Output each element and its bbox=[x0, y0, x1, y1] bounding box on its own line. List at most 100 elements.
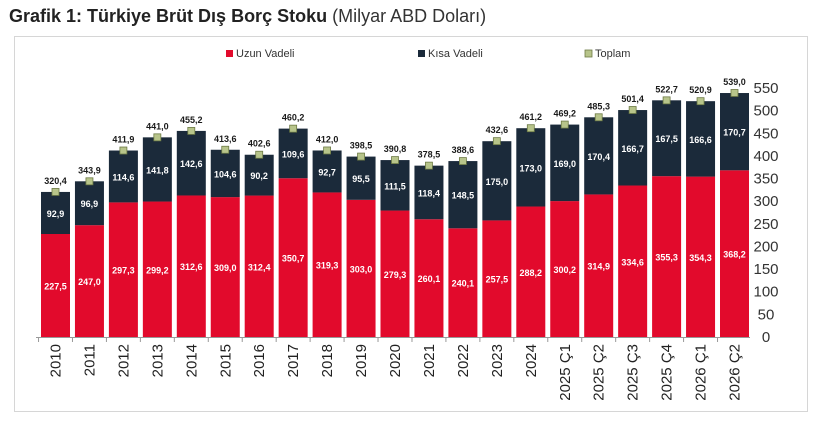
label-long-2026-c1: 354,3 bbox=[689, 253, 712, 263]
legend-label-total: Toplam bbox=[595, 48, 630, 60]
x-tick-label-2025-c3: 2025 Ç3 bbox=[625, 344, 642, 401]
label-total-2020: 390,8 bbox=[384, 144, 407, 154]
x-tick-label-2023: 2023 bbox=[489, 344, 506, 377]
marker-total-2017 bbox=[289, 124, 298, 133]
y-tick-label-350: 350 bbox=[753, 171, 778, 188]
marker-total-2022 bbox=[458, 157, 467, 165]
marker-total-2018 bbox=[323, 146, 332, 155]
label-short-2017: 109,6 bbox=[282, 149, 305, 159]
x-tick-label-2019: 2019 bbox=[353, 344, 370, 377]
marker-total-2024 bbox=[526, 124, 535, 133]
bar-short-2018 bbox=[312, 150, 342, 193]
label-long-2015: 309,0 bbox=[214, 263, 237, 273]
label-short-2022: 148,5 bbox=[452, 191, 475, 201]
label-long-2013: 299,2 bbox=[146, 265, 169, 275]
y-tick-label-550: 550 bbox=[753, 80, 778, 97]
bar-short-2016 bbox=[244, 154, 274, 196]
x-tick-label-2026-c2: 2026 Ç2 bbox=[727, 344, 744, 401]
x-tick-label-2021: 2021 bbox=[421, 344, 438, 377]
marker-total-2019 bbox=[357, 152, 365, 161]
y-tick-label-200: 200 bbox=[753, 238, 778, 255]
bar-short-2025-c3 bbox=[618, 110, 648, 186]
bar-long-2025-c2 bbox=[584, 194, 614, 337]
bar-long-2020 bbox=[380, 210, 410, 337]
label-total-2013: 441,0 bbox=[146, 121, 169, 131]
bar-long-2011 bbox=[74, 225, 104, 337]
label-total-2015: 413,6 bbox=[214, 134, 237, 144]
x-tick-label-2015: 2015 bbox=[217, 344, 234, 377]
bar-short-2012 bbox=[108, 150, 138, 203]
x-tick-label-2012: 2012 bbox=[115, 344, 132, 377]
y-tick-label-0: 0 bbox=[762, 329, 770, 346]
label-total-2014: 455,2 bbox=[180, 115, 203, 125]
bar-short-2023 bbox=[482, 141, 512, 221]
marker-total-2025-c1 bbox=[560, 120, 569, 129]
x-tick-label-2025-c1: 2025 Ç1 bbox=[557, 344, 574, 401]
label-short-2020: 111,5 bbox=[384, 181, 406, 191]
bar-short-2025-c4 bbox=[652, 100, 682, 177]
bar-short-2021 bbox=[414, 165, 444, 220]
label-long-2018: 319,3 bbox=[316, 261, 339, 271]
label-total-2025-c3: 501,4 bbox=[621, 94, 644, 104]
label-total-2025-c4: 522,7 bbox=[655, 84, 678, 94]
label-short-2014: 142,6 bbox=[180, 159, 203, 169]
marker-total-2016 bbox=[255, 150, 264, 159]
marker-total-2026-c1 bbox=[696, 97, 705, 106]
bar-long-2023 bbox=[482, 220, 512, 337]
label-long-2025-c4: 355,3 bbox=[655, 253, 678, 263]
label-short-2015: 104,6 bbox=[214, 169, 237, 179]
x-tick-label-2026-c1: 2026 Ç1 bbox=[693, 344, 710, 401]
bar-short-2025-c1 bbox=[550, 124, 580, 202]
bar-long-2025-c1 bbox=[550, 201, 580, 337]
bars-layer: 227,5 92,9 320,4 247,0 96,9 343,9 297,3 114,6 41… bbox=[41, 77, 749, 337]
label-short-2018: 92,7 bbox=[318, 167, 336, 177]
bar-short-2025-c2 bbox=[584, 117, 614, 195]
label-short-2025-c2: 170,4 bbox=[587, 152, 610, 162]
bar-short-2026-c2 bbox=[720, 93, 749, 171]
chart-title: Grafik 1: Türkiye Brüt Dış Borç Stoku (M… bbox=[9, 6, 486, 27]
bar-long-2026-c1 bbox=[686, 176, 716, 337]
bar-long-2017 bbox=[278, 178, 308, 337]
x-tick-label-2017: 2017 bbox=[285, 344, 302, 377]
y-tick-label-100: 100 bbox=[753, 284, 778, 301]
x-tick-label-2025-c4: 2025 Ç4 bbox=[659, 344, 676, 401]
label-long-2024: 288,2 bbox=[520, 268, 543, 278]
bar-long-2016 bbox=[244, 195, 274, 337]
bar-long-2015 bbox=[210, 197, 240, 337]
bar-long-2025-c3 bbox=[618, 185, 648, 337]
label-short-2021: 118,4 bbox=[418, 188, 440, 198]
label-total-2025-c1: 469,2 bbox=[553, 109, 576, 119]
marker-total-2010 bbox=[51, 188, 60, 196]
x-tick-label-2010: 2010 bbox=[48, 344, 65, 377]
bar-short-2014 bbox=[176, 130, 206, 196]
label-long-2011: 247,0 bbox=[78, 277, 101, 287]
x-tick-label-2024: 2024 bbox=[523, 344, 540, 377]
bar-short-2013 bbox=[142, 137, 172, 202]
label-long-2019: 303,0 bbox=[350, 264, 373, 274]
bar-long-2026-c2 bbox=[720, 170, 749, 337]
bar-long-2013 bbox=[142, 201, 172, 337]
y-tick-label-50: 50 bbox=[758, 306, 775, 323]
x-tick-label-2014: 2014 bbox=[183, 344, 200, 377]
label-short-2026-c1: 166,6 bbox=[689, 135, 712, 145]
label-long-2010: 227,5 bbox=[44, 282, 67, 292]
legend-label-long: Uzun Vadeli bbox=[236, 48, 295, 60]
label-short-2025-c3: 166,7 bbox=[621, 144, 644, 154]
marker-total-2011 bbox=[85, 177, 94, 186]
bar-long-2019 bbox=[346, 199, 376, 337]
y-tick-label-450: 450 bbox=[753, 125, 778, 142]
marker-total-2025-c4 bbox=[662, 96, 671, 105]
label-long-2014: 312,6 bbox=[180, 262, 203, 272]
label-long-2025-c1: 300,2 bbox=[553, 265, 576, 275]
label-total-2022: 388,6 bbox=[452, 145, 475, 155]
bar-long-2014 bbox=[176, 195, 206, 337]
label-short-2024: 173,0 bbox=[520, 163, 543, 173]
label-long-2023: 257,5 bbox=[486, 275, 509, 285]
legend-label-short: Kısa Vadeli bbox=[428, 48, 483, 60]
label-total-2016: 402,6 bbox=[248, 139, 271, 149]
marker-total-2025-c2 bbox=[594, 113, 603, 122]
label-long-2016: 312,4 bbox=[248, 262, 271, 272]
x-tick-label-2020: 2020 bbox=[387, 344, 404, 377]
marker-total-2021 bbox=[425, 161, 433, 170]
bar-short-2024 bbox=[516, 128, 546, 207]
